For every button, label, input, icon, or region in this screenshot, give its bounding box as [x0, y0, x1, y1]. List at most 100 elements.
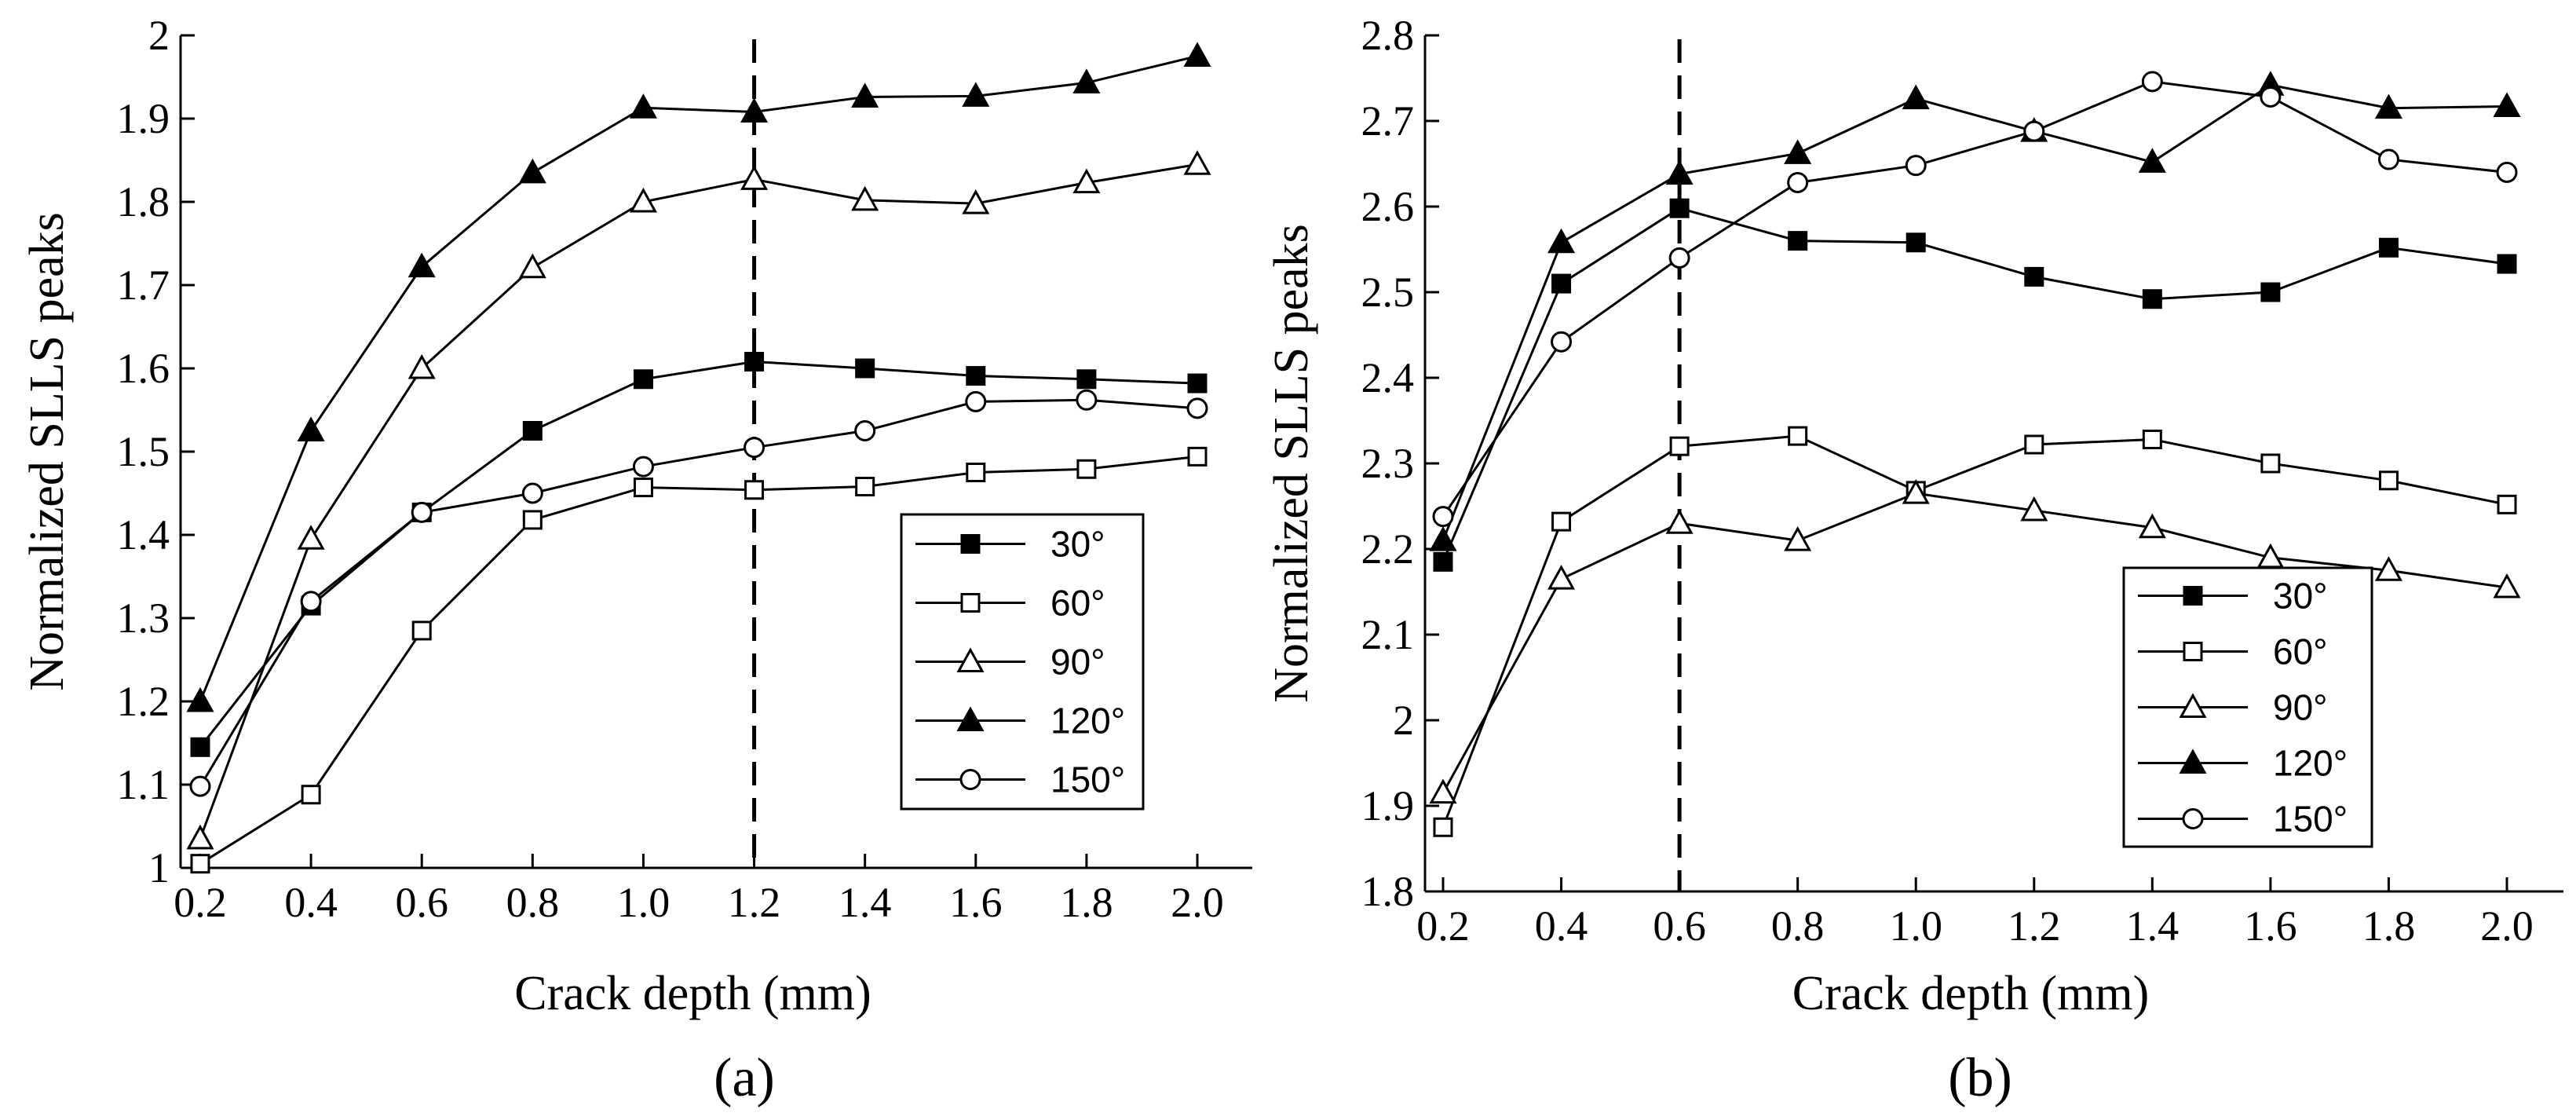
series-60deg — [190, 446, 1208, 874]
data-point — [855, 358, 875, 379]
legend-marker — [2179, 748, 2207, 774]
x-axis-label: Crack depth (mm) — [1792, 967, 2150, 1020]
data-point — [407, 252, 436, 278]
legend-label: 90° — [1050, 642, 1105, 683]
x-tick-label: 1.4 — [2126, 902, 2180, 950]
data-point — [411, 620, 432, 641]
data-point — [2138, 148, 2166, 173]
data-point — [1905, 155, 1927, 177]
y-tick-label: 1 — [148, 844, 170, 891]
data-point — [1433, 817, 1453, 837]
legend-marker — [956, 647, 985, 672]
data-point — [1072, 68, 1101, 93]
data-point — [744, 480, 765, 500]
data-point — [1788, 426, 1808, 446]
y-tick-label: 1.4 — [117, 511, 170, 558]
x-tick-label: 0.4 — [1535, 902, 1588, 950]
series-120deg — [1429, 71, 2521, 551]
data-point — [2378, 470, 2399, 491]
series-60deg — [1433, 426, 2517, 837]
data-point — [851, 185, 879, 211]
data-point — [190, 737, 210, 757]
y-tick-label: 1.3 — [117, 595, 170, 642]
data-point — [1429, 778, 1457, 804]
y-tick-label: 1.5 — [117, 428, 170, 475]
data-point — [1906, 232, 1926, 253]
data-point — [2020, 496, 2048, 522]
x-tick-label: 2.0 — [2480, 902, 2534, 950]
data-point — [186, 686, 214, 712]
data-point — [851, 82, 879, 108]
data-point — [854, 420, 876, 441]
data-point — [965, 390, 987, 412]
data-point — [2493, 573, 2521, 598]
data-point — [1668, 247, 1690, 269]
data-point — [522, 421, 543, 441]
series-120deg — [186, 42, 1211, 712]
data-point — [2378, 237, 2399, 258]
x-tick-label: 1.8 — [2362, 902, 2416, 950]
data-point — [2024, 266, 2044, 287]
data-point — [1784, 139, 1812, 164]
data-point — [1551, 331, 1573, 353]
series-150deg — [189, 389, 1208, 797]
legend-label: 150° — [2273, 799, 2348, 840]
series-90deg — [1429, 479, 2521, 804]
series-line — [199, 55, 1198, 702]
data-point — [1665, 509, 1694, 534]
data-point — [2141, 71, 2163, 93]
data-point — [1784, 526, 1812, 551]
data-point — [2374, 556, 2402, 581]
data-point — [2142, 429, 2162, 449]
x-tick-label: 0.4 — [284, 879, 338, 926]
data-point — [522, 510, 543, 530]
x-tick-label: 0.2 — [174, 879, 227, 926]
legend-label: 90° — [2273, 687, 2328, 728]
x-tick-label: 0.8 — [506, 879, 560, 926]
data-point — [629, 187, 657, 213]
data-point — [740, 165, 769, 190]
data-point — [632, 456, 654, 478]
data-point — [1669, 436, 1690, 456]
data-point — [1433, 551, 1453, 572]
y-tick-label: 2.5 — [1361, 269, 1415, 316]
data-point — [744, 352, 765, 372]
legend-label: 120° — [2273, 743, 2348, 784]
panel-caption: (b) — [1948, 1048, 2012, 1108]
x-tick-label: 0.6 — [395, 879, 448, 926]
y-tick-label: 2.7 — [1361, 97, 1415, 145]
data-point — [1186, 397, 1208, 419]
legend: 30° 60° 90° 120° 150° — [2122, 566, 2373, 848]
x-tick-label: 0.8 — [1771, 902, 1825, 950]
legend-marker — [959, 769, 981, 790]
chart-panel-b: 1.8 1.9 2 2.1 2.2 2.3 2.4 2.5 2.6 2.7 2.8 0.2 0.4 0.6… — [1265, 12, 2563, 1108]
x-tick-label: 1.6 — [2244, 902, 2297, 950]
y-tick-label: 2 — [148, 12, 170, 59]
data-point — [740, 97, 769, 123]
legend-label: 120° — [1050, 701, 1125, 741]
y-tick-label: 1.9 — [117, 95, 170, 142]
data-point — [411, 501, 433, 523]
y-tick-label: 1.7 — [117, 262, 170, 309]
data-point — [633, 369, 653, 390]
data-point — [2260, 453, 2281, 474]
data-point — [962, 82, 990, 107]
data-point — [2142, 289, 2162, 309]
y-tick-label: 1.6 — [117, 345, 170, 392]
panel-caption: (a) — [714, 1048, 775, 1108]
data-point — [2377, 148, 2399, 170]
x-tick-label: 0.2 — [1416, 902, 1470, 950]
data-point — [300, 591, 322, 613]
y-tick-label: 1.1 — [117, 761, 170, 808]
data-point — [1429, 526, 1457, 551]
data-point — [1547, 228, 1576, 254]
legend-label: 60° — [2273, 631, 2328, 672]
series-line — [199, 398, 1198, 787]
data-point — [186, 824, 214, 850]
x-tick-label: 1.0 — [617, 879, 670, 926]
y-tick-label: 1.8 — [1361, 868, 1415, 915]
data-point — [2138, 513, 2166, 539]
data-point — [2024, 434, 2044, 455]
data-point — [1076, 389, 1098, 411]
